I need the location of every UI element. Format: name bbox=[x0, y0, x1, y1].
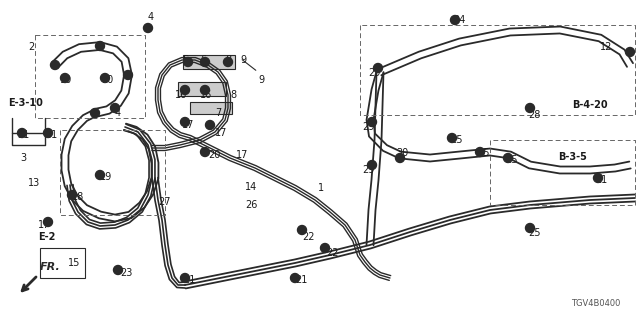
Text: 3: 3 bbox=[20, 153, 26, 163]
Text: 4: 4 bbox=[115, 108, 121, 118]
Circle shape bbox=[525, 103, 534, 113]
Text: 18: 18 bbox=[72, 192, 84, 202]
Circle shape bbox=[124, 70, 132, 79]
Text: 2: 2 bbox=[28, 42, 35, 52]
Circle shape bbox=[367, 117, 376, 126]
Text: 17: 17 bbox=[215, 128, 227, 138]
Circle shape bbox=[593, 173, 602, 182]
Text: 17: 17 bbox=[236, 150, 248, 160]
Circle shape bbox=[321, 244, 330, 252]
Text: 16: 16 bbox=[175, 90, 188, 100]
Circle shape bbox=[95, 171, 104, 180]
Circle shape bbox=[525, 223, 534, 233]
Circle shape bbox=[44, 218, 52, 227]
Text: 31: 31 bbox=[45, 130, 57, 140]
Circle shape bbox=[90, 108, 99, 117]
Circle shape bbox=[223, 58, 232, 67]
Text: 9: 9 bbox=[240, 55, 246, 65]
Text: FR.: FR. bbox=[40, 262, 61, 272]
Circle shape bbox=[180, 117, 189, 126]
Text: 5: 5 bbox=[182, 55, 188, 65]
Circle shape bbox=[200, 58, 209, 67]
Text: 23: 23 bbox=[120, 268, 132, 278]
Text: 25: 25 bbox=[477, 148, 490, 158]
Text: 12: 12 bbox=[600, 42, 612, 52]
Text: 19: 19 bbox=[100, 172, 112, 182]
Circle shape bbox=[374, 63, 383, 73]
Text: 22: 22 bbox=[326, 248, 339, 258]
Circle shape bbox=[44, 129, 52, 138]
Circle shape bbox=[367, 161, 376, 170]
Text: B-4-20: B-4-20 bbox=[572, 100, 607, 110]
Text: 17: 17 bbox=[38, 220, 51, 230]
Circle shape bbox=[205, 121, 214, 130]
Circle shape bbox=[180, 85, 189, 94]
Circle shape bbox=[184, 58, 193, 67]
Text: 8: 8 bbox=[230, 90, 236, 100]
Circle shape bbox=[95, 42, 104, 51]
Text: 4: 4 bbox=[148, 12, 154, 22]
Circle shape bbox=[200, 148, 209, 156]
Circle shape bbox=[67, 190, 77, 199]
Text: 17: 17 bbox=[182, 120, 195, 130]
Text: 20: 20 bbox=[208, 150, 220, 160]
Text: 10: 10 bbox=[60, 75, 72, 85]
Text: 11: 11 bbox=[596, 175, 608, 185]
Circle shape bbox=[61, 74, 70, 83]
Text: 27: 27 bbox=[158, 197, 170, 207]
Text: 7: 7 bbox=[215, 108, 221, 118]
Bar bbox=[178, 82, 226, 96]
Text: 25: 25 bbox=[450, 135, 463, 145]
Circle shape bbox=[625, 47, 634, 57]
Text: 29: 29 bbox=[362, 122, 374, 132]
Circle shape bbox=[504, 154, 513, 163]
Text: 28: 28 bbox=[528, 110, 540, 120]
Text: 29: 29 bbox=[362, 165, 374, 175]
Text: 22: 22 bbox=[302, 232, 314, 242]
Text: 10: 10 bbox=[102, 75, 115, 85]
Circle shape bbox=[17, 129, 26, 138]
Circle shape bbox=[298, 226, 307, 235]
Text: E-2: E-2 bbox=[38, 232, 56, 242]
Text: 29: 29 bbox=[368, 68, 380, 78]
Text: 26: 26 bbox=[245, 200, 257, 210]
Bar bbox=[183, 55, 235, 69]
Text: B-3-5: B-3-5 bbox=[558, 152, 587, 162]
Circle shape bbox=[100, 74, 109, 83]
Text: 15: 15 bbox=[68, 258, 81, 268]
Text: TGV4B0400: TGV4B0400 bbox=[571, 299, 620, 308]
Text: 25: 25 bbox=[505, 155, 518, 165]
Circle shape bbox=[291, 274, 300, 283]
Circle shape bbox=[111, 103, 120, 113]
Text: 14: 14 bbox=[245, 182, 257, 192]
Text: 24: 24 bbox=[453, 15, 465, 25]
Circle shape bbox=[396, 154, 404, 163]
Text: 25: 25 bbox=[528, 228, 541, 238]
Text: 30: 30 bbox=[396, 148, 408, 158]
Circle shape bbox=[476, 148, 484, 156]
Circle shape bbox=[180, 274, 189, 283]
Circle shape bbox=[451, 15, 460, 25]
Text: 31: 31 bbox=[17, 130, 29, 140]
Text: 6: 6 bbox=[200, 55, 206, 65]
Text: 21: 21 bbox=[183, 275, 195, 285]
Text: 1: 1 bbox=[318, 183, 324, 193]
Circle shape bbox=[51, 60, 60, 69]
Text: 9: 9 bbox=[258, 75, 264, 85]
Bar bbox=[40, 248, 85, 278]
Text: E-3-10: E-3-10 bbox=[8, 98, 43, 108]
Circle shape bbox=[200, 85, 209, 94]
Text: 13: 13 bbox=[28, 178, 40, 188]
Text: 16: 16 bbox=[200, 90, 212, 100]
Circle shape bbox=[113, 266, 122, 275]
Text: 21: 21 bbox=[295, 275, 307, 285]
Circle shape bbox=[143, 23, 152, 33]
Circle shape bbox=[447, 133, 456, 142]
Bar bbox=[190, 102, 232, 114]
Text: 8: 8 bbox=[225, 55, 231, 65]
